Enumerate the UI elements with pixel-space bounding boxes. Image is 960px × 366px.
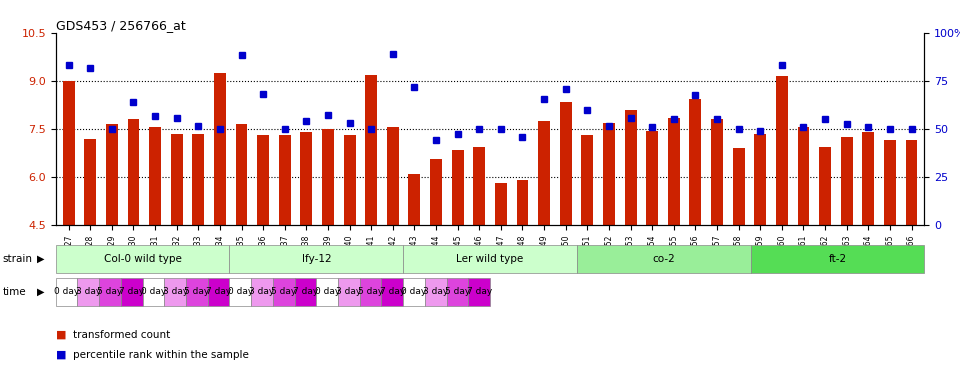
Bar	[387, 127, 398, 225]
Bar	[841, 137, 852, 225]
Text: 7 day: 7 day	[467, 287, 492, 296]
Bar	[711, 119, 723, 225]
Text: 3 day: 3 day	[162, 287, 188, 296]
Text: 5 day: 5 day	[184, 287, 209, 296]
Text: 3 day: 3 day	[336, 287, 362, 296]
Bar	[214, 73, 226, 225]
Text: lfy-12: lfy-12	[301, 254, 331, 264]
Text: 5 day: 5 day	[444, 287, 470, 296]
Text: 0 day: 0 day	[401, 287, 426, 296]
Bar	[142, 278, 164, 306]
Text: 7 day: 7 day	[380, 287, 405, 296]
Bar	[164, 278, 186, 306]
Text: ■: ■	[56, 330, 66, 340]
Text: Ler wild type: Ler wild type	[456, 254, 524, 264]
Bar	[430, 160, 442, 225]
Bar	[732, 148, 745, 225]
Bar	[192, 134, 204, 225]
Text: strain: strain	[3, 254, 33, 264]
Bar	[252, 278, 273, 306]
Bar	[905, 140, 918, 225]
Bar	[798, 127, 809, 225]
Bar	[539, 121, 550, 225]
Bar	[668, 118, 680, 225]
Text: 7 day: 7 day	[293, 287, 318, 296]
Bar	[365, 75, 377, 225]
Text: 3 day: 3 day	[423, 287, 448, 296]
Bar	[62, 81, 75, 225]
Bar	[516, 180, 528, 225]
Text: 3 day: 3 day	[250, 287, 275, 296]
Bar	[381, 278, 403, 306]
Bar	[78, 278, 99, 306]
Text: GDS453 / 256766_at: GDS453 / 256766_at	[56, 19, 185, 32]
Text: 0 day: 0 day	[141, 287, 166, 296]
Bar	[582, 135, 593, 225]
Bar	[322, 129, 334, 225]
Text: co-2: co-2	[653, 254, 675, 264]
Text: 0 day: 0 day	[54, 287, 79, 296]
Bar	[646, 131, 659, 225]
Text: ▶: ▶	[36, 254, 44, 264]
Bar	[186, 278, 207, 306]
Bar	[751, 245, 924, 273]
Text: Col-0 wild type: Col-0 wild type	[104, 254, 181, 264]
Bar	[149, 127, 161, 225]
Bar	[278, 135, 291, 225]
Bar	[425, 278, 446, 306]
Bar	[560, 102, 571, 225]
Bar	[235, 124, 248, 225]
Bar	[409, 174, 420, 225]
Text: 0 day: 0 day	[228, 287, 252, 296]
Text: 7 day: 7 day	[119, 287, 144, 296]
Text: time: time	[3, 287, 27, 297]
Bar	[99, 278, 121, 306]
Bar	[300, 132, 312, 225]
Bar	[776, 76, 788, 225]
Bar	[403, 278, 425, 306]
Text: 3 day: 3 day	[76, 287, 101, 296]
Bar	[819, 147, 831, 225]
Text: ■: ■	[56, 350, 66, 360]
Text: percentile rank within the sample: percentile rank within the sample	[73, 350, 249, 360]
Bar	[755, 134, 766, 225]
Bar	[625, 110, 636, 225]
Bar	[473, 147, 485, 225]
Bar	[295, 278, 317, 306]
Bar	[121, 278, 142, 306]
Text: 5 day: 5 day	[358, 287, 383, 296]
Text: 0 day: 0 day	[315, 287, 340, 296]
Text: transformed count: transformed count	[73, 330, 170, 340]
Bar	[495, 183, 507, 225]
Bar	[171, 134, 182, 225]
Bar	[273, 278, 295, 306]
Bar	[56, 278, 78, 306]
Bar	[84, 139, 96, 225]
Bar	[468, 278, 491, 306]
Bar	[446, 278, 468, 306]
Bar	[452, 150, 464, 225]
Bar	[257, 135, 269, 225]
Bar	[344, 135, 355, 225]
Bar	[884, 140, 896, 225]
Text: ▶: ▶	[36, 287, 44, 297]
Bar	[207, 278, 229, 306]
Bar	[360, 278, 381, 306]
Bar	[106, 124, 118, 225]
Bar	[862, 132, 875, 225]
Text: 5 day: 5 day	[271, 287, 297, 296]
Bar	[689, 98, 702, 225]
Bar	[577, 245, 751, 273]
Bar	[403, 245, 577, 273]
Bar	[56, 245, 229, 273]
Text: 5 day: 5 day	[97, 287, 123, 296]
Bar	[128, 119, 139, 225]
Bar	[317, 278, 338, 306]
Bar	[338, 278, 360, 306]
Text: 7 day: 7 day	[206, 287, 231, 296]
Bar	[229, 245, 403, 273]
Bar	[603, 123, 615, 225]
Text: ft-2: ft-2	[828, 254, 847, 264]
Bar	[229, 278, 252, 306]
